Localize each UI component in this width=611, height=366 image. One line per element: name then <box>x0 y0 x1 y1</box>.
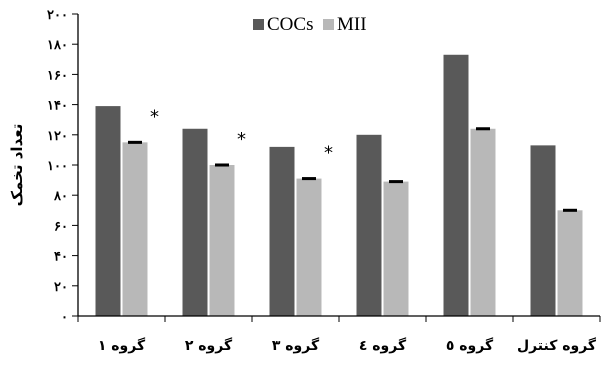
y-tick-label: ۲۰ <box>54 280 68 295</box>
error-bar <box>476 127 490 131</box>
error-bar <box>302 177 316 181</box>
bar-cocs-5 <box>443 54 469 317</box>
bar-cocs-6 <box>530 145 556 316</box>
significance-star: * <box>324 143 333 164</box>
y-tick-label: ۱۲۰ <box>47 129 68 144</box>
significance-markers: * * * <box>150 106 333 163</box>
bar-mii-5 <box>470 128 496 316</box>
x-category-label: گروه ۳ <box>272 337 320 354</box>
bar-cocs-1 <box>95 106 121 316</box>
bar-cocs-3 <box>269 146 295 316</box>
legend-label-cocs: COCs <box>267 14 313 35</box>
y-tick-label: ۱۶۰ <box>47 68 68 83</box>
y-axis-label: تعداد تخمک <box>8 124 26 207</box>
bar-cocs-2 <box>182 128 208 316</box>
legend-label-mii: MII <box>337 14 367 35</box>
x-axis-category-labels: گروه ۱ گروه ۲ گروه ۳ گروه ٤ گروه ٥ گروه کنترل <box>98 337 597 354</box>
bar-mii-2 <box>209 165 235 316</box>
bar-mii-6 <box>557 210 583 316</box>
x-category-label: گروه ۲ <box>185 337 233 354</box>
x-category-label: گروه ۱ <box>98 337 146 354</box>
x-category-label: گروه کنترل <box>517 337 597 354</box>
error-bar <box>215 163 229 167</box>
significance-star: * <box>237 129 246 150</box>
y-axis-ticks: ۰ ۲۰ ۴۰ ۶۰ ۸۰ ۱۰۰ ۱۲۰ ۱۴۰ ۱۶۰ ۱۸۰ ۲۰۰ <box>47 8 78 325</box>
bar-mii-3 <box>296 178 322 316</box>
y-tick-label: ۱۰۰ <box>47 159 68 174</box>
significance-star: * <box>150 106 159 127</box>
bar-cocs-4 <box>356 134 382 316</box>
bars <box>95 54 583 317</box>
axes <box>77 14 601 322</box>
y-tick-label: ۶۰ <box>54 219 68 234</box>
y-tick-label: ۱۴۰ <box>47 99 68 114</box>
legend-swatch-mii <box>323 19 334 30</box>
legend-swatch-cocs <box>253 19 264 30</box>
y-tick-label: ۲۰۰ <box>47 8 68 23</box>
y-tick-label: ۸۰ <box>53 189 68 204</box>
y-tick-label: ۱۸۰ <box>47 38 68 53</box>
error-bar <box>389 180 403 184</box>
error-bar <box>563 208 577 212</box>
x-category-label: گروه ٥ <box>446 337 494 354</box>
y-tick-label: ۰ <box>61 310 68 325</box>
x-category-label: گروه ٤ <box>359 337 407 354</box>
y-tick-label: ۴۰ <box>54 250 68 265</box>
legend: COCs MII <box>253 14 367 35</box>
bar-mii-4 <box>383 181 409 316</box>
error-bars <box>128 127 577 212</box>
bar-mii-1 <box>122 142 148 316</box>
error-bar <box>128 140 142 144</box>
